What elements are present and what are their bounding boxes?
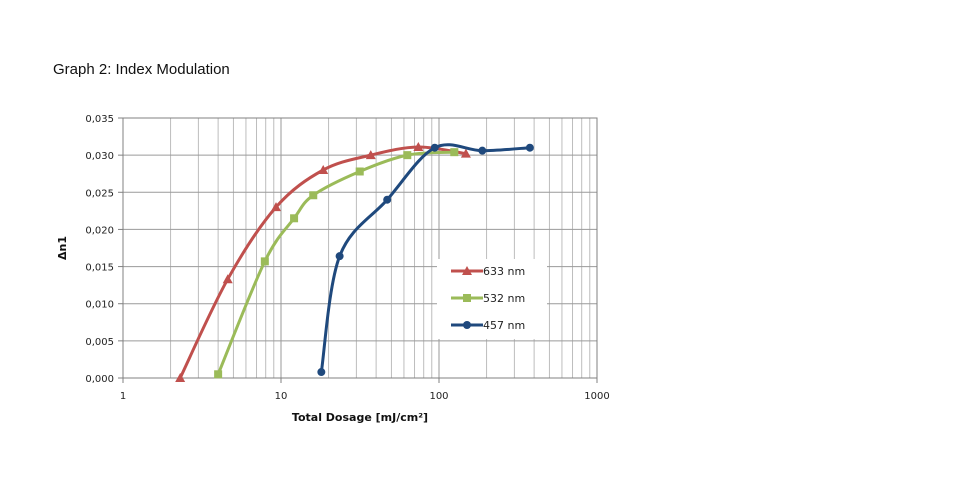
- data-point-633-nm: [271, 202, 282, 212]
- data-point-633-nm: [365, 150, 376, 160]
- data-point-457-nm: [383, 195, 392, 204]
- x-tick-label: 100: [429, 391, 448, 402]
- page-title: Graph 2: Index Modulation: [53, 61, 230, 78]
- series-457-nm: [317, 143, 534, 377]
- data-point-633-nm: [175, 373, 186, 382]
- plot-area-frame: [122, 117, 598, 379]
- y-tick-label: 0,020: [85, 225, 114, 236]
- data-point-457-nm: [335, 252, 344, 261]
- series-line-633-nm: [178, 145, 467, 379]
- data-point-633-nm: [318, 165, 329, 174]
- legend-label: 633 nm: [483, 265, 525, 278]
- data-point-532-nm: [214, 370, 223, 379]
- x-axis: 1 10 100 1000: [120, 378, 610, 402]
- legend-item-457-nm: 457 nm: [451, 319, 525, 332]
- data-point-532-nm: [450, 148, 459, 157]
- y-tick-label: 0,035: [85, 114, 114, 125]
- y-tick-label: 0,015: [85, 263, 114, 274]
- data-point-532-nm: [309, 191, 318, 200]
- legend-marker-633-nm: [462, 266, 472, 275]
- data-point-633-nm: [222, 274, 233, 284]
- y-tick-label: 0,030: [85, 151, 114, 162]
- y-tick-label: 0,005: [85, 337, 114, 348]
- y-axis-title: Δn1: [56, 236, 69, 260]
- x-tick-label: 1000: [584, 391, 609, 402]
- y-axis: 0,000 0,005 0,010 0,015 0,020 0,025 0,030 0,035: [85, 114, 123, 385]
- data-point-633-nm: [413, 141, 424, 151]
- x-axis-title: Total Dosage [mJ/cm²]: [292, 411, 428, 424]
- x-tick-label: 10: [275, 391, 288, 402]
- data-point-532-nm: [403, 151, 412, 160]
- data-point-532-nm: [355, 167, 364, 176]
- legend-label: 532 nm: [483, 292, 525, 305]
- data-point-457-nm: [430, 143, 439, 152]
- legend-item-633-nm: 633 nm: [451, 265, 525, 278]
- legend-marker-457-nm: [463, 321, 471, 329]
- data-point-532-nm: [260, 257, 269, 266]
- y-tick-label: 0,000: [85, 374, 114, 385]
- series-633-nm: [175, 141, 471, 382]
- legend-marker-532-nm: [463, 294, 471, 302]
- data-point-457-nm: [525, 143, 534, 152]
- series-layer: [175, 141, 534, 382]
- series-532-nm: [214, 148, 459, 379]
- legend-label: 457 nm: [483, 319, 525, 332]
- data-point-532-nm: [290, 214, 299, 223]
- x-tick-label: 1: [120, 391, 126, 402]
- legend-item-532-nm: 532 nm: [451, 292, 525, 305]
- data-point-457-nm: [478, 146, 487, 155]
- data-point-633-nm: [460, 148, 471, 158]
- data-point-457-nm: [317, 368, 326, 377]
- y-tick-label: 0,010: [85, 300, 114, 311]
- y-tick-label: 0,025: [85, 188, 114, 199]
- legend: 633 nm 532 nm 457 nm: [437, 259, 547, 339]
